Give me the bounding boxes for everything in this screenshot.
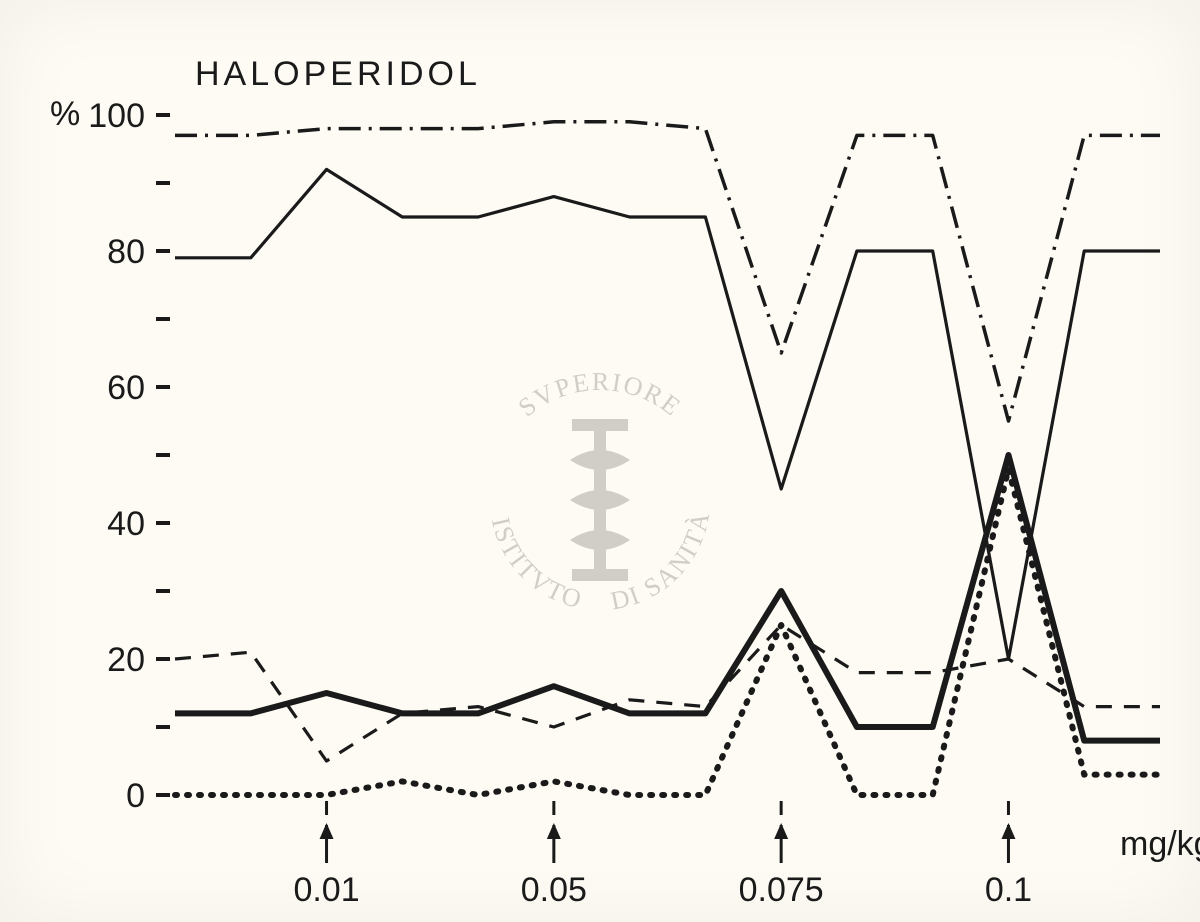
svg-text:SVPERIORE: SVPERIORE [513,367,687,422]
svg-text:ISTITVTO: ISTITVTO [486,515,586,615]
x-tick-label: 0.01 [293,871,359,909]
svg-text:DI SANITÀ: DI SANITÀ [608,508,716,616]
x-tick-label: 0.05 [521,871,587,909]
page-root: SVPERIORE ISTITVTODI SANITÀ HALOPERIDOL% 0 2… [0,0,1200,922]
x-arrow-head [1001,823,1015,839]
haloperidol-chart: SVPERIORE ISTITVTODI SANITÀ HALOPERIDOL% 0 2… [0,0,1200,922]
y-tick-label: 100 [88,97,145,135]
x-axis-unit: mg/kg [1120,825,1200,863]
x-tick-label: 0.1 [985,871,1032,909]
x-tick-label: 0.075 [739,871,824,909]
y-tick-label: 80 [107,233,145,271]
series-dash-dot-top [175,122,1160,421]
watermark-emblem [570,419,630,581]
x-arrow-head [320,823,334,839]
x-arrow-head [774,823,788,839]
y-tick-label: 0 [126,777,145,815]
y-tick-label: 40 [107,505,145,543]
y-axis-unit: % [50,95,80,133]
y-tick-label: 60 [107,369,145,407]
x-arrow-head [547,823,561,839]
series-solid-thick-lower [175,455,1160,741]
y-tick-label: 20 [107,641,145,679]
chart-title: HALOPERIDOL [195,55,481,93]
